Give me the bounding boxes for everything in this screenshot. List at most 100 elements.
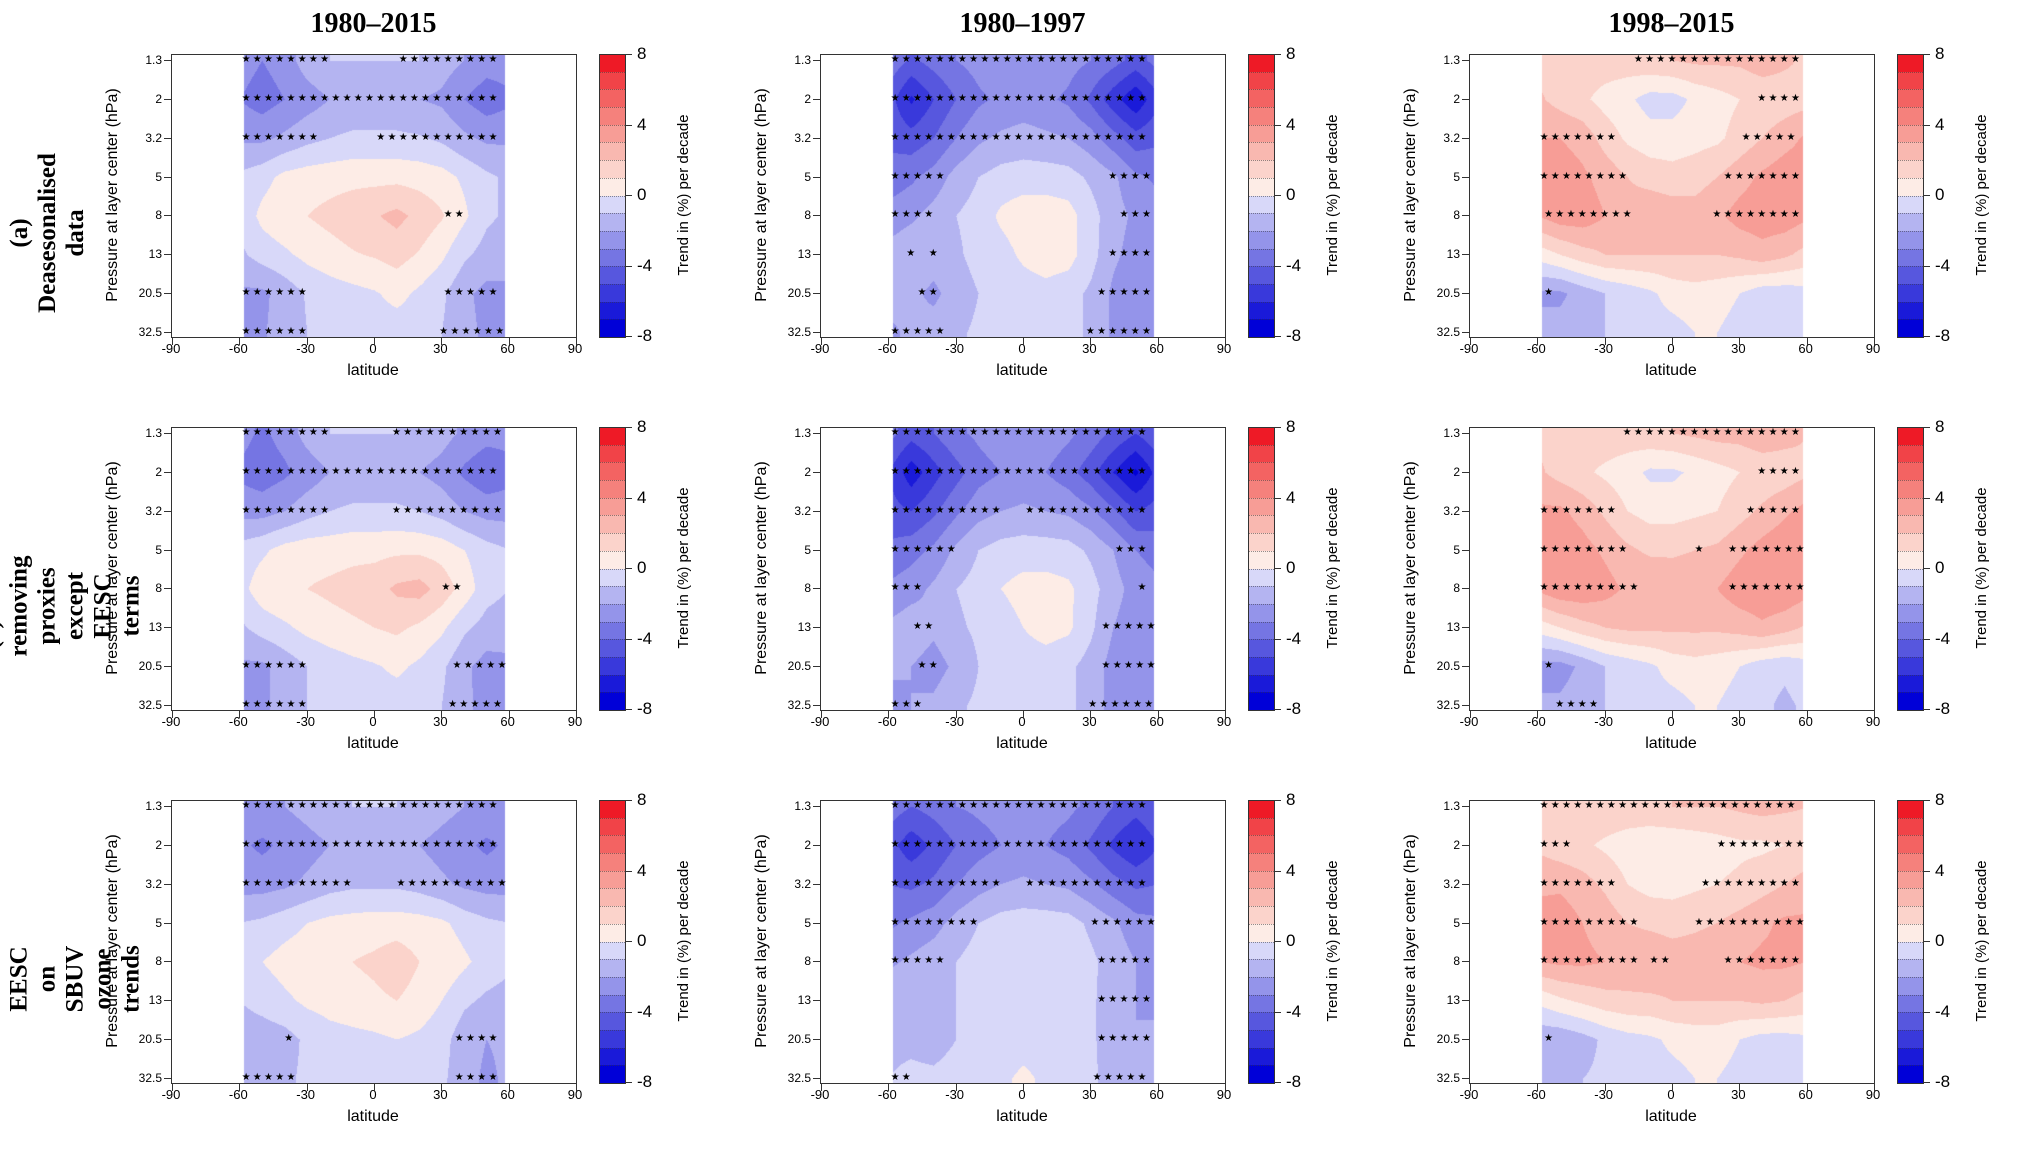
colorbar-segment [1898,603,1923,622]
contour-canvas [172,428,576,710]
panel-cell: Pressure at layer center (hPa) -90 -60 -30 0… [1393,44,2042,419]
x-tick-label: 90 [1865,714,1881,729]
colorbar-segment [1898,248,1923,267]
colorbar-label: Trend in (%) per decade [1324,860,1341,1022]
x-tick-mark [576,338,577,345]
y-tick-label: 2 [155,91,162,106]
y-tick-mark [813,806,820,807]
y-tick-mark [1462,588,1469,590]
colorbar-tick-label: 0 [1286,931,1296,950]
y-tick-mark [164,332,171,333]
x-tick-label: 0 [1018,714,1026,729]
colorbar-segment [600,124,625,143]
colorbar-tick-label: -8 [1935,1072,1951,1091]
colorbar-tick-label: 8 [1286,44,1296,63]
colorbar-segment [1898,177,1923,196]
y-tick-mark [1462,961,1469,963]
x-tick-mark [1604,1084,1606,1091]
colorbar-label: Trend in (%) per decade [1973,114,1990,276]
colorbar-tick-label: 4 [1286,114,1296,134]
plot-area-a-1980-1997: 1.3 2 3.2 5 8 13 20.5 32.5 ★ ★ ★ ★ ★ ★ ★ ★ ★ ★ ★ ★ ★ ★ ★ ★ ★ ★ ★ ★ ★… [788,53,1226,345]
x-tick-mark [1672,711,1673,718]
colorbar [1248,800,1275,1084]
contour-canvas [1470,428,1874,710]
colorbar-segment [1249,568,1274,587]
colorbar-segment [600,1012,625,1030]
colorbar-tick-mark [625,195,632,196]
y-tick-mark [1462,510,1469,512]
row-label-b: (b) As in (a) after removing proxies exc… [0,555,145,656]
x-tick-mark [888,711,890,718]
x-tick-label: 60 [500,341,515,356]
y-tick-mark [813,176,820,178]
x-tick-mark [1225,711,1226,718]
column-title-1: 1980–2015 [310,8,437,39]
y-tick-mark [164,1000,171,1002]
y-tick-label: 20.5 [138,286,162,301]
colorbar-segment [1249,444,1274,463]
colorbar-tick-label: 0 [1286,558,1296,577]
x-tick-label: -60 [877,1087,897,1102]
colorbar-segment [600,195,625,214]
colorbar-segment [1898,1012,1923,1030]
y-tick-label: 32.5 [787,698,811,712]
x-tick-mark [1806,1084,1808,1091]
colorbar-segment [1249,230,1274,249]
colorbar-segment [1249,550,1274,569]
colorbar-segment [1249,976,1274,995]
colorbar-tick-label: 4 [1286,860,1296,880]
colorbar-tick-mark [1274,870,1281,872]
colorbar-tick-label: 8 [1935,790,1945,809]
x-tick-mark [1537,338,1539,345]
x-tick-mark [1225,338,1226,345]
colorbar [1897,54,1924,338]
colorbar-segment [1898,674,1923,693]
y-tick-mark [164,883,171,885]
colorbar-segment [600,870,625,889]
contour-canvas [1470,801,1874,1083]
colorbar-tick-mark [1923,1011,1930,1013]
y-tick-mark [813,254,820,256]
colorbar-tick-mark [1923,941,1930,942]
x-tick-label: -90 [810,341,830,356]
y-tick-mark [813,433,820,434]
x-tick-label: 30 [433,341,448,356]
x-tick-mark [1023,711,1024,718]
colorbar-segment [1898,923,1923,942]
y-tick-label: 5 [155,169,162,184]
colorbar-tick-label: 0 [637,558,647,577]
colorbar-segment [1898,444,1923,463]
x-tick-label: 0 [369,341,377,356]
x-tick-label: 90 [1216,714,1232,729]
x-tick-label: -30 [945,341,965,356]
colorbar-segment [1249,248,1274,267]
colorbar-segment [1249,994,1274,1013]
x-tick-label: -60 [1526,1087,1546,1102]
colorbar-segment [1249,941,1274,960]
colorbar-segment [1898,107,1923,125]
colorbar-segment [1249,177,1274,196]
y-tick-label: 5 [155,915,162,930]
colorbar-tick-mark [625,497,632,499]
x-tick-label: 0 [369,1087,377,1102]
x-tick-label: 90 [567,341,583,356]
y-tick-mark [1462,705,1469,706]
y-tick-mark [1462,883,1469,885]
colorbar-segment [1249,462,1274,481]
x-tick-label: 0 [369,714,377,729]
x-tick-label: -30 [945,714,965,729]
x-tick-label: 90 [1865,341,1881,356]
colorbar-segment [1898,870,1923,889]
colorbar-segment [1898,835,1923,854]
colorbar-tick-label: 0 [1286,185,1296,204]
colorbar-tick-label: 0 [1935,931,1945,950]
x-tick-mark [1225,1084,1226,1091]
colorbar-segment [1898,55,1923,72]
y-tick-mark [164,176,171,178]
colorbar-segment [600,283,625,302]
y-tick-label: 2 [1453,464,1460,479]
colorbar-segment [600,142,625,161]
plot-area-c-1998-2015: 1.3 2 3.2 5 8 13 20.5 32.5 ★ ★ ★ ★ ★ ★ ★ ★ ★ ★ ★ ★ ★ ★ ★ ★ ★ ★ ★ ★ ★… [1437,799,1875,1091]
y-tick-mark [1462,471,1469,473]
